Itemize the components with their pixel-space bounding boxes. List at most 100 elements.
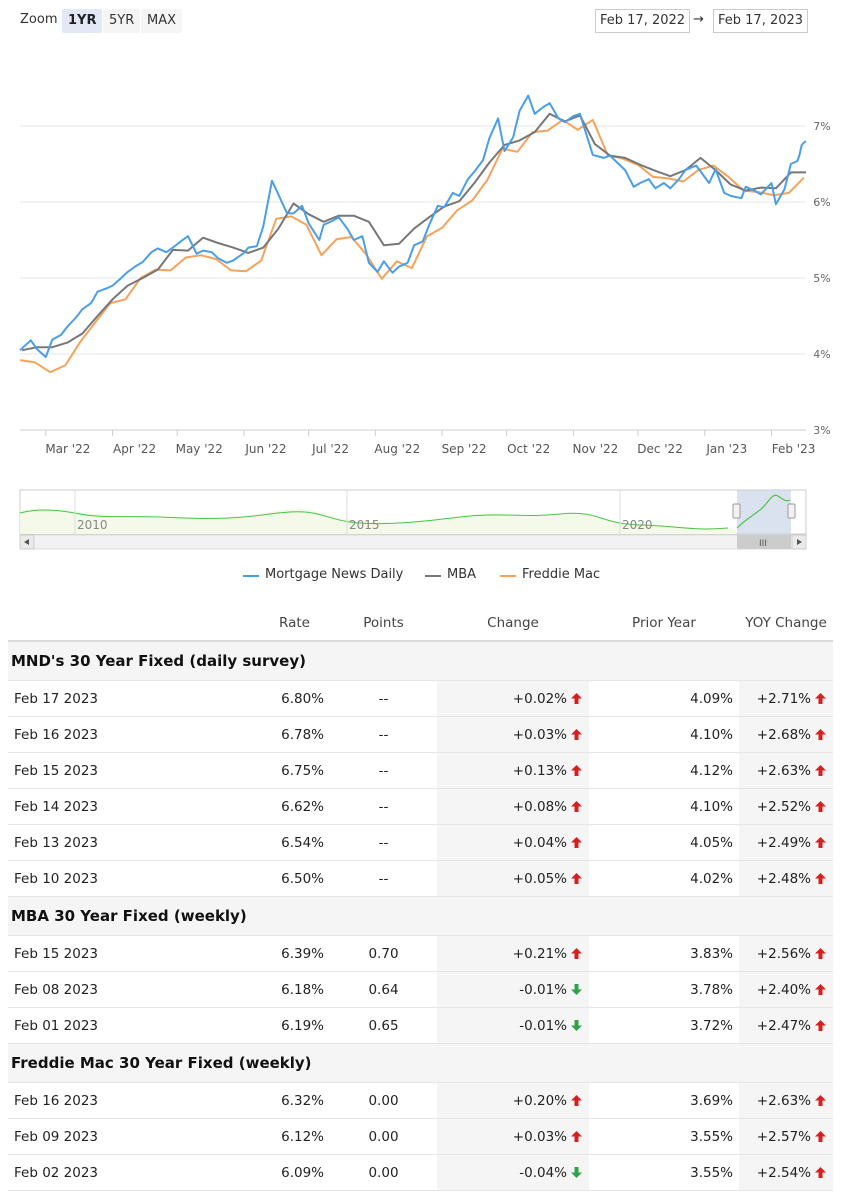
row-yoy-change: +2.40% bbox=[739, 971, 833, 1008]
row-change: +0.21% bbox=[437, 935, 589, 972]
row-date-value: Feb 15 2023 bbox=[14, 762, 99, 779]
range-navigator[interactable]: 2010 2015 2020 III bbox=[0, 488, 844, 552]
navigator-left-handle[interactable] bbox=[732, 503, 741, 519]
row-points: 0.65 bbox=[330, 1007, 437, 1044]
row-yoy-change: +2.57% bbox=[739, 1118, 833, 1155]
row-change-value: +0.21% bbox=[512, 945, 567, 962]
row-date-value: Feb 16 2023 bbox=[14, 726, 99, 743]
row-change-value: +0.03% bbox=[512, 1128, 567, 1145]
row-date-value: Feb 17 2023 bbox=[14, 690, 99, 707]
table-row: Feb 17 2023 6.80% -- +0.02% 4.09% +2.71% bbox=[8, 680, 833, 717]
row-date: Feb 17 2023 bbox=[8, 680, 190, 717]
navigator-tick-label: 2015 bbox=[349, 518, 380, 532]
x-tick-label: Sep '22 bbox=[442, 442, 487, 456]
chart-gridlines bbox=[20, 125, 806, 431]
arrow-up-icon bbox=[815, 1094, 826, 1106]
row-yoy-change-value: +2.54% bbox=[756, 1164, 811, 1181]
row-date: Feb 10 2023 bbox=[8, 860, 190, 897]
x-tick-label: Nov '22 bbox=[573, 442, 619, 456]
arrow-up-icon bbox=[571, 947, 582, 959]
legend-label: Mortgage News Daily bbox=[265, 567, 404, 582]
navigator-scrollbar-track[interactable] bbox=[19, 534, 807, 550]
row-date-value: Feb 15 2023 bbox=[14, 945, 99, 962]
legend-label: MBA bbox=[447, 567, 477, 582]
arrow-up-icon bbox=[815, 1019, 826, 1031]
scrollbar-grip-icon: III bbox=[759, 539, 767, 549]
navigator-tick-label: 2010 bbox=[77, 518, 108, 532]
row-date-value: Feb 01 2023 bbox=[14, 1017, 99, 1034]
arrow-up-icon bbox=[815, 800, 826, 812]
y-tick-label: 5% bbox=[813, 272, 830, 285]
date-to-input[interactable]: Feb 17, 2023 bbox=[713, 9, 809, 33]
y-tick-label: 6% bbox=[813, 196, 830, 209]
row-change-value: +0.02% bbox=[512, 690, 567, 707]
table-row: Feb 13 2023 6.54% -- +0.04% 4.05% +2.49% bbox=[8, 824, 833, 861]
table-row: Feb 09 2023 6.12% 0.00 +0.03% 3.55% +2.57% bbox=[8, 1118, 833, 1155]
arrow-down-icon bbox=[571, 1166, 582, 1178]
row-change-value: +0.13% bbox=[512, 762, 567, 779]
row-change: -0.01% bbox=[437, 1007, 589, 1044]
header-rate: Rate bbox=[190, 606, 330, 642]
row-prior-year: 4.05% bbox=[589, 824, 739, 861]
x-tick-label: Jul '22 bbox=[311, 442, 349, 456]
row-yoy-change-value: +2.57% bbox=[756, 1128, 811, 1145]
row-yoy-change-value: +2.40% bbox=[756, 981, 811, 998]
row-rate: 6.18% bbox=[190, 971, 330, 1008]
date-range-arrow: → bbox=[693, 12, 704, 27]
zoom-max-button[interactable]: MAX bbox=[141, 9, 183, 33]
x-tick-label: Feb '23 bbox=[772, 442, 816, 456]
row-date-value: Feb 08 2023 bbox=[14, 981, 99, 998]
arrow-up-icon bbox=[571, 1130, 582, 1142]
arrow-up-icon bbox=[815, 872, 826, 884]
row-points: 0.64 bbox=[330, 971, 437, 1008]
row-change-value: -0.01% bbox=[519, 981, 567, 998]
row-yoy-change-value: +2.47% bbox=[756, 1017, 811, 1034]
row-prior-year-value: 3.72% bbox=[690, 1017, 733, 1034]
navigator-scrollbar-thumb[interactable] bbox=[737, 535, 791, 549]
x-tick-label: Dec '22 bbox=[637, 442, 683, 456]
y-tick-label: 4% bbox=[813, 348, 830, 361]
navigator-tick-label: 2020 bbox=[622, 518, 653, 532]
row-rate: 6.54% bbox=[190, 824, 330, 861]
rate-line-chart[interactable]: 3% 4% 5% 6% 7% Mar '22 Apr '22 May '22 Jun '22 J… bbox=[0, 40, 844, 465]
row-prior-year: 3.78% bbox=[589, 971, 739, 1008]
rates-table: Rate Points Change Prior Year YOY Change… bbox=[8, 606, 833, 1191]
row-change: +0.13% bbox=[437, 752, 589, 789]
row-points: 0.00 bbox=[330, 1154, 437, 1191]
row-prior-year: 3.55% bbox=[589, 1154, 739, 1191]
row-yoy-change-value: +2.52% bbox=[756, 798, 811, 815]
navigator-right-handle[interactable] bbox=[787, 503, 796, 519]
navigator-selected-range[interactable] bbox=[737, 490, 791, 534]
row-points-value: 0.65 bbox=[368, 1017, 399, 1034]
arrow-up-icon bbox=[571, 764, 582, 776]
row-date: Feb 09 2023 bbox=[8, 1118, 190, 1155]
arrow-up-icon bbox=[571, 728, 582, 740]
arrow-up-icon bbox=[571, 800, 582, 812]
date-from-input[interactable]: Feb 17, 2022 bbox=[595, 9, 691, 33]
row-prior-year-value: 3.83% bbox=[690, 945, 733, 962]
row-rate: 6.62% bbox=[190, 788, 330, 825]
row-change-value: +0.04% bbox=[512, 834, 567, 851]
y-axis-ticks: 3% 4% 5% 6% 7% bbox=[813, 120, 830, 437]
table-row: Feb 14 2023 6.62% -- +0.08% 4.10% +2.52% bbox=[8, 788, 833, 825]
row-yoy-change: +2.71% bbox=[739, 680, 833, 717]
row-points-value: -- bbox=[378, 762, 389, 779]
row-date-value: Feb 14 2023 bbox=[14, 798, 99, 815]
row-yoy-change: +2.68% bbox=[739, 716, 833, 753]
header-blank bbox=[8, 606, 190, 642]
row-date: Feb 15 2023 bbox=[8, 935, 190, 972]
row-rate-value: 6.18% bbox=[281, 981, 324, 998]
legend-label: Freddie Mac bbox=[522, 567, 601, 582]
row-points-value: 0.64 bbox=[368, 981, 399, 998]
row-yoy-change: +2.56% bbox=[739, 935, 833, 972]
row-points: 0.70 bbox=[330, 935, 437, 972]
table-row: Feb 01 2023 6.19% 0.65 -0.01% 3.72% +2.47% bbox=[8, 1007, 833, 1044]
row-date: Feb 16 2023 bbox=[8, 716, 190, 753]
row-rate: 6.32% bbox=[190, 1082, 330, 1119]
row-rate-value: 6.39% bbox=[281, 945, 324, 962]
row-yoy-change: +2.52% bbox=[739, 788, 833, 825]
row-points: -- bbox=[330, 824, 437, 861]
header-points: Points bbox=[330, 606, 437, 642]
zoom-5yr-button[interactable]: 5YR bbox=[103, 9, 141, 33]
zoom-1yr-button[interactable]: 1YR bbox=[62, 9, 103, 33]
